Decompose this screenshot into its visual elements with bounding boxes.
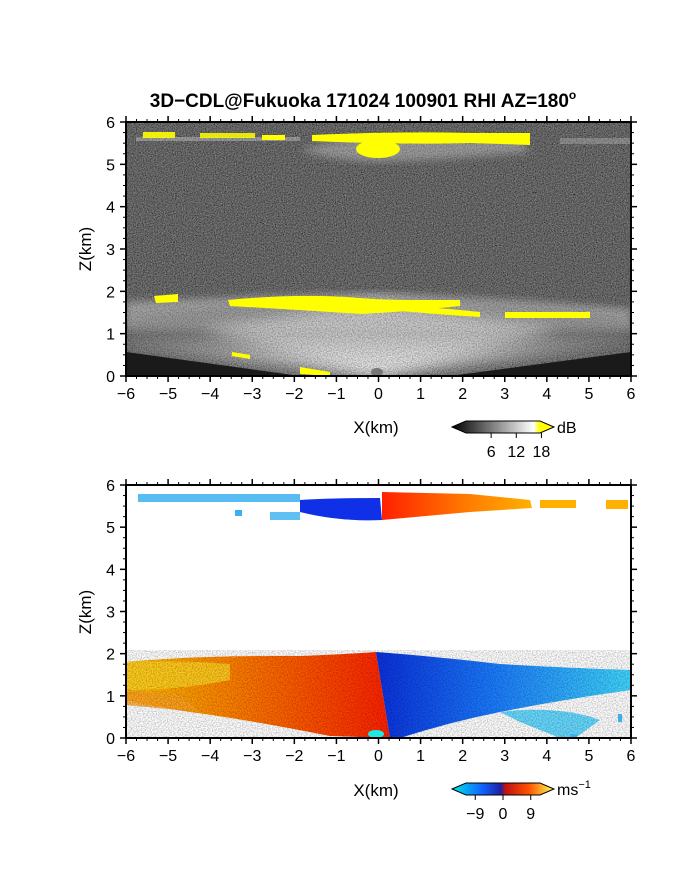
colorbar-tick-label: 18 <box>533 444 551 461</box>
backscatter-colorbar: 6 12 18 dB <box>450 420 577 461</box>
x-tick-label: 2 <box>458 748 467 765</box>
backscatter-colorbar-ticks: 6 12 18 <box>487 433 551 461</box>
y-tick-label: 3 <box>106 605 115 622</box>
x-tick-label: 0 <box>374 748 383 765</box>
x-tick-label: 3 <box>500 748 509 765</box>
backscatter-image <box>126 122 631 376</box>
x-tick-label: 1 <box>416 386 425 403</box>
colorbar-tick-label: 6 <box>487 444 496 461</box>
y-tick-label: 3 <box>106 242 115 259</box>
colorbar-tick-label: 0 <box>499 806 508 823</box>
x-tick-label: −1 <box>327 386 345 403</box>
y-tick-label: 2 <box>106 284 115 301</box>
x-tick-label: −4 <box>201 748 219 765</box>
y-tick-label: 5 <box>106 520 115 537</box>
y-tick-label: 4 <box>106 562 115 579</box>
y-tick-label: 6 <box>106 115 115 132</box>
velocity-colorbar: −9 0 9 ms−1 <box>450 779 591 823</box>
y-tick-label: 0 <box>106 731 115 748</box>
y-tick-label: 4 <box>106 200 115 217</box>
chart-title: 3D−CDL@Fukuoka 171024 100901 RHI AZ=180o <box>150 88 577 112</box>
velocity-x-label: X(km) <box>353 781 398 800</box>
y-tick-label: 1 <box>106 689 115 706</box>
x-tick-label: −1 <box>327 748 345 765</box>
y-tick-label: 6 <box>106 478 115 495</box>
x-tick-label: −4 <box>201 386 219 403</box>
x-tick-label: −2 <box>285 748 303 765</box>
colorbar-tick-label: 12 <box>507 444 525 461</box>
y-tick-label: 5 <box>106 157 115 174</box>
velocity-y-axis: 0 1 2 3 4 5 6 <box>106 478 637 748</box>
backscatter-x-axis: −6 −5 −4 −3 −2 −1 0 1 2 3 4 5 6 <box>117 116 636 403</box>
colorbar-tick-label: 9 <box>526 806 535 823</box>
x-tick-label: −6 <box>117 386 135 403</box>
velocity-colorbar-unit: ms−1 <box>557 779 591 799</box>
x-tick-label: −3 <box>243 748 261 765</box>
velocity-y-label: Z(km) <box>76 590 95 634</box>
backscatter-y-label: Z(km) <box>76 227 95 271</box>
velocity-x-axis: −6 −5 −4 −3 −2 −1 0 1 2 3 4 5 6 <box>117 479 636 765</box>
velocity-colorbar-ticks: −9 0 9 <box>466 795 535 823</box>
x-tick-label: −5 <box>159 386 177 403</box>
x-tick-label: 5 <box>584 748 593 765</box>
colorbar-tick-label: −9 <box>466 806 484 823</box>
x-tick-label: 6 <box>627 748 636 765</box>
backscatter-x-label: X(km) <box>353 418 398 437</box>
x-tick-label: 4 <box>542 386 551 403</box>
y-tick-label: 2 <box>106 647 115 664</box>
x-tick-label: −2 <box>285 386 303 403</box>
x-tick-label: 2 <box>458 386 467 403</box>
x-tick-label: 6 <box>627 386 636 403</box>
x-tick-label: 1 <box>416 748 425 765</box>
y-tick-label: 1 <box>106 327 115 344</box>
y-tick-label: 0 <box>106 369 115 386</box>
x-tick-label: −6 <box>117 748 135 765</box>
backscatter-colorbar-unit: dB <box>557 420 577 437</box>
velocity-image <box>126 485 631 738</box>
x-tick-label: −3 <box>243 386 261 403</box>
backscatter-y-axis: 0 1 2 3 4 5 6 <box>106 115 637 386</box>
x-tick-label: 4 <box>542 748 551 765</box>
x-tick-label: 0 <box>374 386 383 403</box>
x-tick-label: −5 <box>159 748 177 765</box>
x-tick-label: 3 <box>500 386 509 403</box>
x-tick-label: 5 <box>584 386 593 403</box>
